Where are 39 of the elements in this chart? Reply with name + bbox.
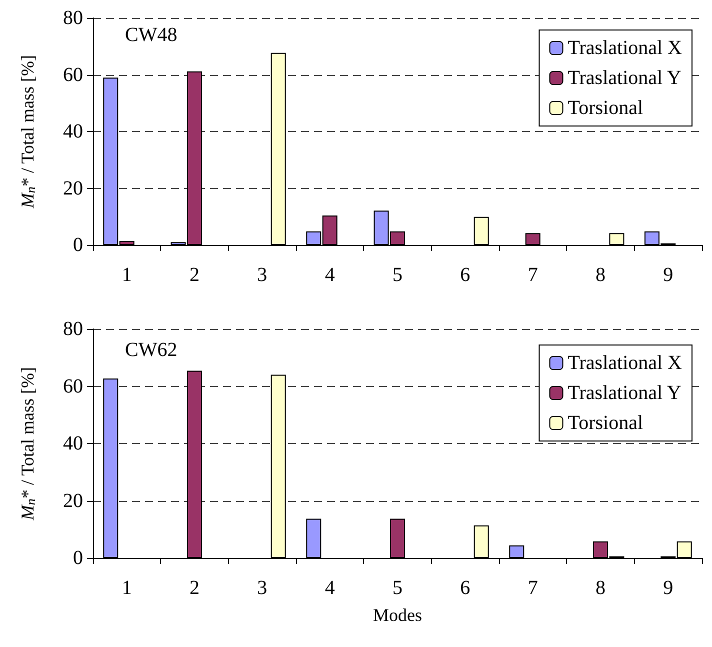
x-tick-label: 7 <box>528 264 538 286</box>
y-tick-label: 60 <box>63 64 83 86</box>
x-axis-title: Modes <box>373 605 422 625</box>
legend-label: Torsional <box>568 97 644 119</box>
y-tick-label: 80 <box>63 318 83 340</box>
x-tick-label: 4 <box>324 264 335 286</box>
x-tick-label: 7 <box>528 577 538 599</box>
x-tick-label: 9 <box>663 577 674 599</box>
x-tick-label: 2 <box>190 577 200 599</box>
text: CW62 <box>125 339 178 361</box>
x-tick-label: 6 <box>460 577 470 599</box>
y-tick-label: 80 <box>63 7 83 29</box>
x-tick-label: 2 <box>190 264 200 286</box>
x-tick-label: 4 <box>324 577 335 599</box>
legend-label: Traslational Y <box>568 67 682 89</box>
x-tick-label: 3 <box>257 264 268 286</box>
y-tick-label: 60 <box>63 375 83 398</box>
x-tick-label: 3 <box>257 577 268 599</box>
legend-label: Torsional <box>568 412 644 434</box>
y-tick-label: 40 <box>63 432 83 454</box>
x-tick-label: 1 <box>122 577 132 599</box>
y-tick-label: 20 <box>63 177 83 200</box>
x-tick-label: 6 <box>460 264 470 286</box>
legend-label: Traslational X <box>568 37 683 59</box>
y-axis-title: Mn* / Total mass [%] <box>18 55 38 210</box>
x-tick-label: 5 <box>392 264 402 286</box>
x-tick-label: 8 <box>596 577 606 599</box>
y-tick-label: 0 <box>73 234 83 256</box>
y-tick-label: 20 <box>63 490 83 512</box>
legend-label: Traslational Y <box>568 382 682 404</box>
x-tick-label: 9 <box>663 264 674 286</box>
x-tick-label: 1 <box>122 264 132 286</box>
chart-title: CW48 <box>125 24 178 46</box>
x-tick-label: 8 <box>596 264 606 286</box>
y-tick-label: 40 <box>63 120 83 142</box>
legend-label: Traslational X <box>568 352 683 374</box>
x-tick-label: 5 <box>392 577 402 599</box>
y-tick-label: 0 <box>73 547 83 569</box>
y-axis-title: Mn* / Total mass [%] <box>18 367 38 522</box>
